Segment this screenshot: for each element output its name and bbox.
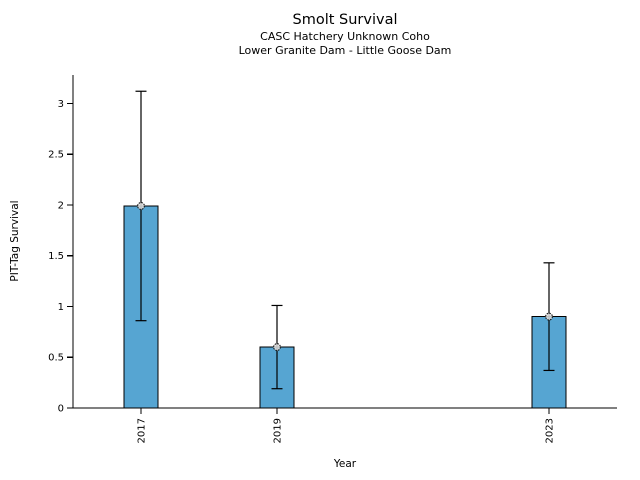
x-tick-label-2019: 2019 [273,418,284,443]
x-tick-label-2023: 2023 [545,418,556,443]
y-tick-label-1.5: 1.5 [48,251,64,262]
chart-subtitle-line2: Lower Granite Dam - Little Goose Dam [238,44,452,57]
chart-title: Smolt Survival [292,12,398,28]
x-tick-label-2017: 2017 [137,418,148,443]
y-tick-label-2: 2 [58,200,64,211]
y-tick-label-1: 1 [58,302,64,313]
y-tick-label-2.5: 2.5 [48,150,64,161]
chart-subtitle-line1: CASC Hatchery Unknown Coho [260,30,430,43]
data-point-marker-2019 [273,343,281,352]
data-point-marker-2023 [545,312,553,321]
y-tick-label-0: 0 [58,404,64,415]
x-axis-label: Year [333,458,357,470]
y-tick-label-3: 3 [58,99,64,110]
y-tick-label-0.5: 0.5 [48,353,64,364]
data-point-marker-2017 [137,202,145,210]
